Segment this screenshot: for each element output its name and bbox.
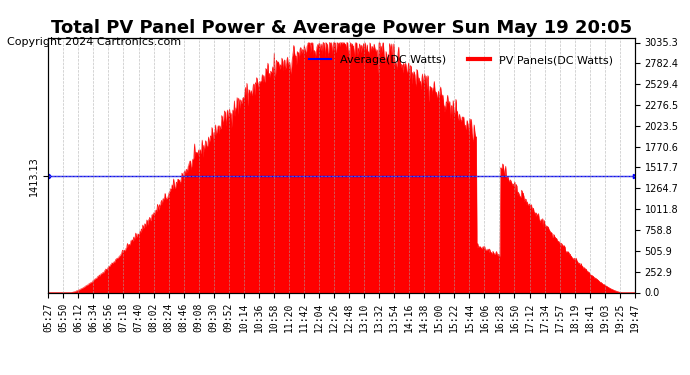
Title: Total PV Panel Power & Average Power Sun May 19 20:05: Total PV Panel Power & Average Power Sun…: [51, 20, 632, 38]
Legend: Average(DC Watts), PV Panels(DC Watts): Average(DC Watts), PV Panels(DC Watts): [304, 51, 618, 70]
Text: Copyright 2024 Cartronics.com: Copyright 2024 Cartronics.com: [7, 37, 181, 47]
